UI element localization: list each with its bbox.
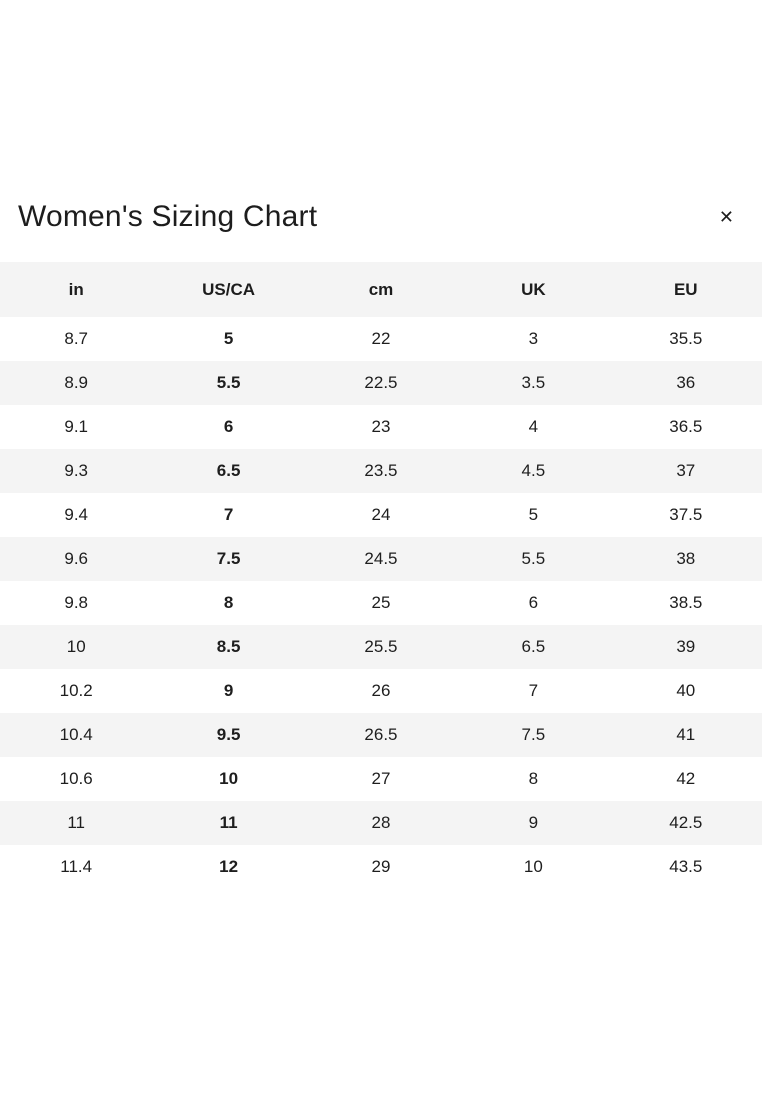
table-cell: 36.5 xyxy=(669,417,703,436)
sizing-table-head: in US/CA cm UK EU xyxy=(0,262,762,317)
table-cell: 7.5 xyxy=(216,549,241,568)
table-cell: 3.5 xyxy=(521,373,546,392)
table-cell: 6.5 xyxy=(216,461,241,480)
table-cell: 9.1 xyxy=(64,417,89,436)
table-cell: 36 xyxy=(676,373,696,392)
table-cell: 7.5 xyxy=(521,725,546,744)
table-cell: 8.9 xyxy=(64,373,89,392)
table-cell: 5 xyxy=(223,329,234,348)
table-row: 9.8 8 25 6 38.5 xyxy=(0,581,762,625)
table-cell: 9.3 xyxy=(64,461,89,480)
table-row: 8.9 5.5 22.5 3.5 36 xyxy=(0,361,762,405)
table-row: 10.4 9.5 26.5 7.5 41 xyxy=(0,713,762,757)
table-row: 9.4 7 24 5 37.5 xyxy=(0,493,762,537)
table-row: 10.2 9 26 7 40 xyxy=(0,669,762,713)
table-cell: 40 xyxy=(676,681,696,700)
table-cell: 7 xyxy=(223,505,234,524)
table-cell: 26 xyxy=(371,681,391,700)
table-cell: 10 xyxy=(523,857,543,876)
table-cell: 10.2 xyxy=(59,681,93,700)
table-row: 9.3 6.5 23.5 4.5 37 xyxy=(0,449,762,493)
modal-header: Women's Sizing Chart ✕ xyxy=(0,196,762,238)
table-cell: 25.5 xyxy=(364,637,398,656)
page-title: Women's Sizing Chart xyxy=(18,200,318,233)
table-cell: 28 xyxy=(371,813,391,832)
sizing-table: in US/CA cm UK EU 8.7 5 22 3 35.5 8.9 5.5 22.5 3.5 36… xyxy=(0,262,762,889)
table-cell: 37.5 xyxy=(669,505,703,524)
table-cell: 42.5 xyxy=(669,813,703,832)
sizing-chart-modal: Women's Sizing Chart ✕ in US/CA cm UK EU 8.7… xyxy=(0,196,762,889)
table-cell: 8.7 xyxy=(64,329,89,348)
table-cell: 7 xyxy=(528,681,539,700)
table-cell: 42 xyxy=(676,769,696,788)
table-row: 9.6 7.5 24.5 5.5 38 xyxy=(0,537,762,581)
table-cell: 10 xyxy=(66,637,86,656)
table-cell: 22 xyxy=(371,329,391,348)
table-cell: 26.5 xyxy=(364,725,398,744)
table-cell: 38 xyxy=(676,549,696,568)
sizing-table-body: 8.7 5 22 3 35.5 8.9 5.5 22.5 3.5 36 9.1 6 23 4 36.5 9.3… xyxy=(0,317,762,889)
table-cell: 6 xyxy=(223,417,234,436)
table-cell: 9.5 xyxy=(216,725,241,744)
table-cell: 8 xyxy=(528,769,539,788)
table-cell: 12 xyxy=(219,857,239,876)
table-cell: 9.4 xyxy=(64,505,89,524)
table-cell: 10.6 xyxy=(59,769,93,788)
table-cell: 9 xyxy=(528,813,539,832)
table-cell: 3 xyxy=(528,329,539,348)
table-cell: 24 xyxy=(371,505,391,524)
table-cell: 39 xyxy=(676,637,696,656)
table-cell: 5.5 xyxy=(521,549,546,568)
table-cell: 35.5 xyxy=(669,329,703,348)
header-row: in US/CA cm UK EU xyxy=(0,262,762,317)
table-row: 10.6 10 27 8 42 xyxy=(0,757,762,801)
table-cell: 5.5 xyxy=(216,373,241,392)
table-row: 11.4 12 29 10 43.5 xyxy=(0,845,762,889)
column-header-in: in xyxy=(0,262,153,317)
table-cell: 10 xyxy=(219,769,239,788)
table-cell: 8 xyxy=(223,593,234,612)
table-cell: 38.5 xyxy=(669,593,703,612)
table-cell: 9.8 xyxy=(64,593,89,612)
table-cell: 6.5 xyxy=(521,637,546,656)
table-cell: 24.5 xyxy=(364,549,398,568)
table-cell: 9.6 xyxy=(64,549,89,568)
table-cell: 11 xyxy=(219,813,238,832)
column-header-eu: EU xyxy=(609,262,762,317)
column-header-cm: cm xyxy=(304,262,458,317)
table-cell: 27 xyxy=(371,769,391,788)
table-cell: 41 xyxy=(676,725,696,744)
column-header-us-ca: US/CA xyxy=(152,262,305,317)
table-cell: 10.4 xyxy=(59,725,93,744)
table-row: 10 8.5 25.5 6.5 39 xyxy=(0,625,762,669)
close-icon[interactable]: ✕ xyxy=(715,204,738,230)
column-header-uk: UK xyxy=(457,262,610,317)
table-cell: 4 xyxy=(528,417,539,436)
table-cell: 11.4 xyxy=(60,857,93,876)
table-cell: 22.5 xyxy=(364,373,398,392)
table-cell: 43.5 xyxy=(669,857,703,876)
table-cell: 4.5 xyxy=(521,461,546,480)
table-cell: 29 xyxy=(371,857,391,876)
table-cell: 8.5 xyxy=(216,637,241,656)
table-cell: 37 xyxy=(676,461,696,480)
table-cell: 5 xyxy=(528,505,539,524)
table-row: 8.7 5 22 3 35.5 xyxy=(0,317,762,361)
table-cell: 23.5 xyxy=(364,461,398,480)
table-cell: 11 xyxy=(67,813,86,832)
table-cell: 6 xyxy=(528,593,539,612)
table-cell: 9 xyxy=(223,681,234,700)
table-cell: 25 xyxy=(371,593,391,612)
table-row: 9.1 6 23 4 36.5 xyxy=(0,405,762,449)
table-cell: 23 xyxy=(371,417,391,436)
table-row: 11 11 28 9 42.5 xyxy=(0,801,762,845)
